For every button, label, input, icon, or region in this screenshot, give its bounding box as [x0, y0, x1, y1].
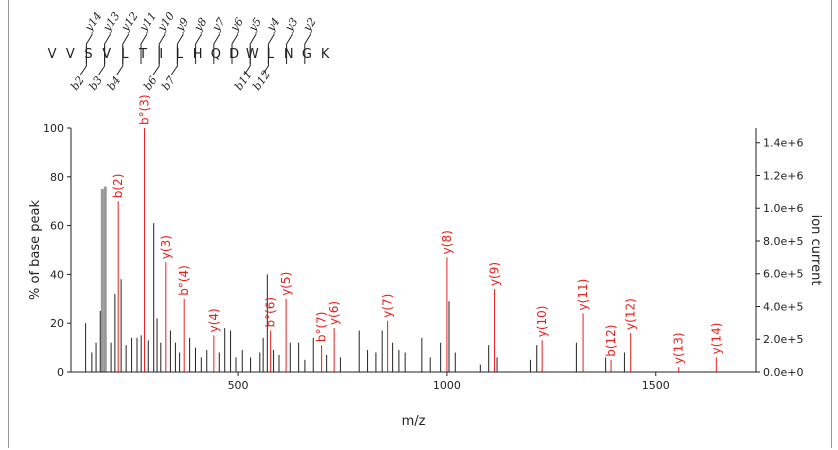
residue: L	[121, 47, 129, 62]
residue: Q	[211, 47, 221, 62]
peak-label: y(6)	[327, 301, 341, 325]
residue: V	[48, 47, 57, 62]
annotated-peaks: b(2) b°(3) y(3) b°(4) y(4) b°(6)y(5) b°(7)y(6)…	[111, 94, 723, 372]
peak-label: y(8)	[440, 230, 454, 254]
b-ion-label: b12	[250, 68, 273, 93]
y2-tick-label: 6.0e+5	[763, 268, 803, 281]
residue: L	[267, 47, 275, 62]
peak-label: y(9)	[488, 262, 502, 286]
residue: N	[284, 47, 294, 62]
y2-tick-label: 1.2e+6	[763, 169, 803, 182]
y-tick-label: 60	[50, 220, 64, 233]
peak-label: b°(4)	[177, 265, 191, 296]
peak-label: y(12)	[624, 298, 638, 330]
residue: D	[229, 47, 239, 62]
peak-label: y(14)	[709, 323, 723, 355]
b-ion-bracket	[170, 46, 178, 76]
axes: 0 20 40 60 80 100 0.0e+0 2.0e+5 4.0e+5 6.0e+5 8.0e…	[43, 122, 803, 392]
y2-tick-label: 0.0e+0	[763, 366, 803, 379]
b-ion-label: b7	[159, 74, 178, 93]
y-ion-bracket	[286, 33, 294, 64]
y-tick-label: 80	[50, 171, 64, 184]
y-ion-label: y4	[264, 15, 283, 34]
peak-label: y(4)	[207, 308, 221, 332]
y2-tick-label: 1.4e+6	[763, 137, 803, 150]
peak-label: b°(7)	[315, 312, 329, 343]
y-ion-label: y13	[100, 10, 123, 35]
unannotated-peaks	[85, 186, 625, 372]
residue: L	[176, 47, 184, 62]
b-ion-bracket	[79, 46, 87, 76]
y-ion-label: y8	[191, 15, 210, 34]
y-ion-bracket	[304, 33, 312, 64]
peak-label: b°(6)	[264, 297, 278, 328]
y2-tick-label: 8.0e+5	[763, 235, 803, 248]
y-tick-label: 100	[43, 122, 64, 135]
peak-label: b(2)	[111, 174, 125, 199]
y-ion-label: y5	[245, 15, 264, 34]
peak-label: b(12)	[604, 325, 618, 357]
y-ion-bracket	[213, 33, 221, 64]
b-ion-bracket	[152, 46, 160, 76]
b-ion-label: b6	[141, 74, 160, 93]
b-ion-label: b4	[105, 74, 124, 93]
residue: I	[159, 47, 163, 62]
b-ion-label: b11	[232, 68, 255, 93]
residue: K	[321, 47, 330, 62]
y-ion-label: y10	[154, 10, 177, 35]
y-ion-label: y7	[209, 15, 228, 34]
x-tick-label: 500	[228, 379, 249, 392]
b-ion-label: b2	[68, 74, 87, 93]
peak-label: y(3)	[159, 235, 173, 259]
residue: G	[302, 47, 312, 62]
y2-tick-label: 1.0e+6	[763, 202, 803, 215]
y-ion-label: y14	[82, 10, 105, 35]
peak-label: y(13)	[672, 332, 686, 364]
y2-tick-label: 4.0e+5	[763, 300, 803, 313]
residue: H	[193, 47, 203, 62]
peak-label: b°(3)	[138, 94, 152, 125]
y-tick-label: 0	[57, 366, 64, 379]
residue: W	[246, 47, 259, 62]
b-ion-label: b3	[86, 74, 105, 93]
x-tick-label: 1500	[642, 379, 670, 392]
residue: S	[84, 47, 92, 62]
y-ion-bracket	[195, 33, 203, 64]
y-ion-bracket	[140, 33, 148, 64]
peak-label: y(7)	[381, 294, 395, 318]
b-ion-bracket	[98, 46, 106, 76]
y-ion-label: y11	[136, 10, 159, 35]
peak-label: y(11)	[576, 279, 590, 311]
peak-label: y(5)	[279, 272, 293, 296]
x-axis-label: m/z	[402, 414, 426, 429]
y-ion-label: y2	[300, 15, 319, 34]
y2-tick-label: 2.0e+5	[763, 333, 803, 346]
y-tick-label: 20	[50, 317, 64, 330]
y-tick-label: 40	[50, 268, 64, 281]
residue: V	[66, 47, 75, 62]
y-axis-label: % of base peak	[28, 200, 43, 300]
residue: V	[102, 47, 111, 62]
x-tick-label: 1000	[433, 379, 461, 392]
peak-label: y(10)	[535, 306, 549, 338]
b-ion-bracket	[243, 46, 251, 76]
residue: T	[138, 47, 147, 62]
b-ion-bracket	[116, 46, 124, 76]
b-ion-bracket	[261, 46, 269, 76]
y-ion-label: y6	[227, 15, 246, 34]
y-ion-label: y3	[282, 15, 301, 34]
y-ion-bracket	[231, 33, 239, 64]
y-ion-label: y12	[118, 10, 141, 35]
y2-axis-label: ion current	[808, 215, 823, 286]
plot-area: b(2) b°(3) y(3) b°(4) y(4) b°(6)y(5) b°(7)y(6)…	[43, 94, 803, 392]
